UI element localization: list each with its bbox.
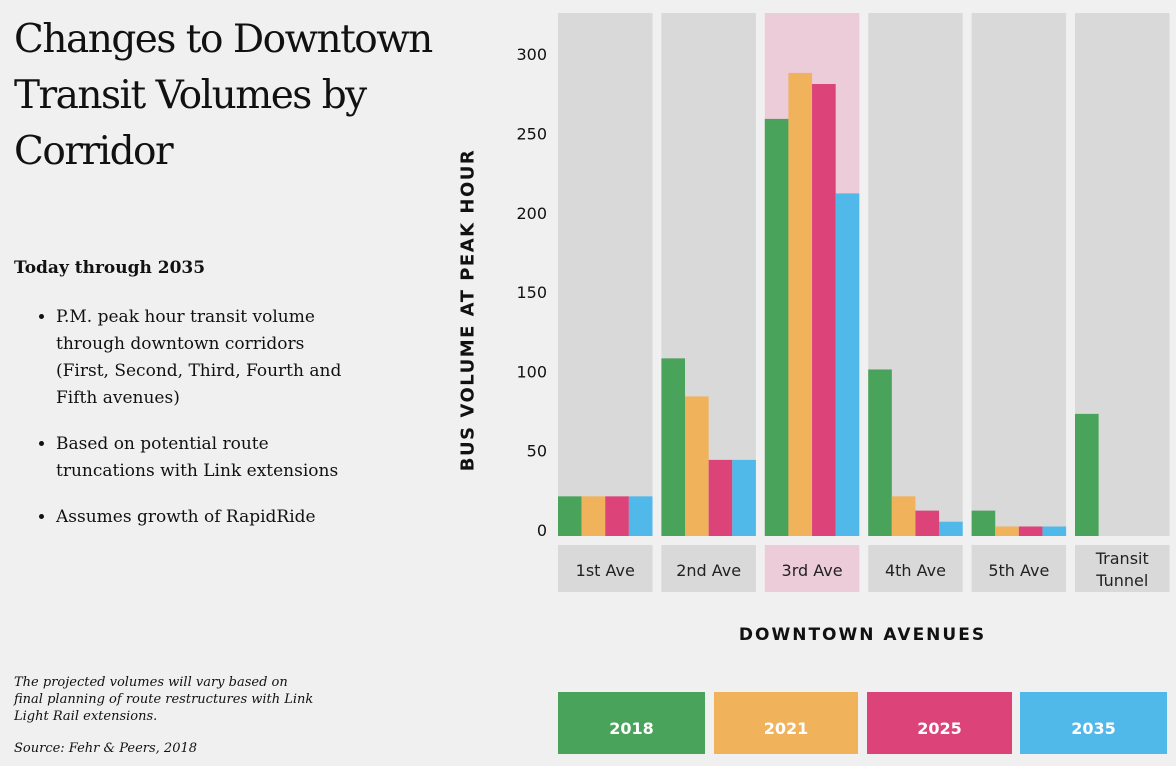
category-label-box	[558, 545, 653, 592]
subtitle: Today through 2035	[14, 258, 206, 278]
y-tick-label: 200	[516, 204, 547, 223]
bar-2035-4th-ave	[939, 521, 963, 536]
x-tick-label: 3rd Ave	[782, 561, 843, 580]
bar-2035-2nd-ave	[732, 459, 756, 536]
x-tick-label: 5th Ave	[988, 561, 1049, 580]
y-tick-label: 0	[537, 521, 547, 540]
bar-2025-3rd-ave	[812, 83, 836, 537]
x-tick-label: Transit	[1095, 549, 1149, 568]
legend-item-2018	[558, 692, 705, 754]
legend-item-2035	[1020, 692, 1167, 754]
y-tick-label: 300	[516, 45, 547, 64]
footnote: The projected volumes will vary based on…	[14, 675, 314, 724]
category-label-box	[1075, 545, 1170, 592]
bar-2018-3rd-ave	[764, 118, 789, 536]
source-note: Source: Fehr & Peers, 2018	[14, 741, 198, 756]
y-tick-label: 250	[516, 125, 547, 144]
legend-label: 2025	[917, 719, 962, 738]
bar-2025-2nd-ave	[708, 459, 733, 536]
bar-2021-1st-ave	[581, 496, 606, 536]
bar-2025-4th-ave	[915, 510, 940, 536]
legend-label: 2021	[764, 719, 809, 738]
y-tick-label: 50	[527, 442, 547, 461]
bullet-list: P.M. peak hour transit volume through do…	[34, 304, 356, 550]
category-panel	[558, 13, 653, 536]
bullet-item: Based on potential route truncations wit…	[56, 431, 356, 485]
bar-2018-transit-tunnel	[1075, 413, 1099, 536]
bar-2021-3rd-ave	[788, 72, 813, 536]
category-label-box	[661, 545, 756, 592]
bar-2035-5th-ave	[1042, 526, 1067, 536]
bar-2018-2nd-ave	[661, 358, 686, 536]
legend-label: 2035	[1071, 719, 1116, 738]
bullet-item: P.M. peak hour transit volume through do…	[56, 304, 356, 412]
category-label-box	[868, 545, 963, 592]
legend-item-2021	[714, 692, 858, 754]
bar-2018-4th-ave	[868, 369, 892, 536]
y-tick-label: 150	[516, 283, 547, 302]
legend-label: 2018	[609, 719, 654, 738]
bar-2021-5th-ave	[995, 526, 1019, 536]
x-axis-label: DOWNTOWN AVENUES	[738, 625, 987, 645]
bar-2035-3rd-ave	[835, 193, 860, 536]
x-tick-label: 2nd Ave	[676, 561, 741, 580]
x-tick-label: Tunnel	[1095, 571, 1148, 590]
y-tick-label: 100	[516, 362, 547, 381]
bar-2025-5th-ave	[1018, 526, 1043, 536]
category-label-box	[764, 545, 860, 592]
category-panel	[971, 13, 1067, 536]
bar-2025-1st-ave	[605, 496, 629, 536]
category-label-box	[971, 545, 1067, 592]
x-tick-label: 4th Ave	[885, 561, 946, 580]
bar-2035-1st-ave	[628, 496, 653, 536]
bar-2018-1st-ave	[558, 496, 582, 536]
legend-item-2025	[867, 692, 1012, 754]
page-title: Changes to Downtown Transit Volumes by C…	[14, 17, 433, 174]
bar-2018-5th-ave	[971, 510, 996, 536]
x-tick-label: 1st Ave	[576, 561, 635, 580]
bar-2021-2nd-ave	[685, 396, 709, 536]
bullet-item: Assumes growth of RapidRide	[56, 504, 356, 531]
bar-2021-4th-ave	[891, 496, 916, 536]
